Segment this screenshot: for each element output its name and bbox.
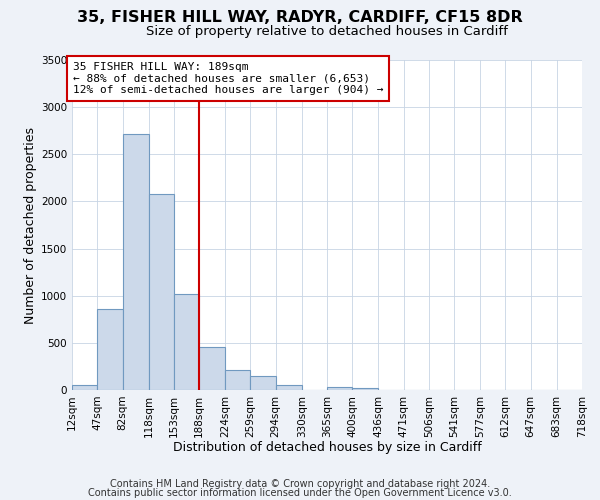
- Bar: [174, 294, 199, 390]
- Text: Contains HM Land Registry data © Crown copyright and database right 2024.: Contains HM Land Registry data © Crown c…: [110, 479, 490, 489]
- Bar: [327, 387, 352, 390]
- Bar: [97, 310, 122, 390]
- Bar: [225, 370, 250, 390]
- Bar: [276, 385, 302, 390]
- Bar: [352, 388, 378, 390]
- Text: 35 FISHER HILL WAY: 189sqm
← 88% of detached houses are smaller (6,653)
12% of s: 35 FISHER HILL WAY: 189sqm ← 88% of deta…: [73, 62, 383, 95]
- Y-axis label: Number of detached properties: Number of detached properties: [24, 126, 37, 324]
- Bar: [199, 346, 225, 390]
- Bar: [122, 134, 149, 390]
- Bar: [149, 194, 174, 390]
- Bar: [72, 385, 97, 390]
- X-axis label: Distribution of detached houses by size in Cardiff: Distribution of detached houses by size …: [173, 441, 481, 454]
- Title: Size of property relative to detached houses in Cardiff: Size of property relative to detached ho…: [146, 25, 508, 38]
- Text: 35, FISHER HILL WAY, RADYR, CARDIFF, CF15 8DR: 35, FISHER HILL WAY, RADYR, CARDIFF, CF1…: [77, 10, 523, 25]
- Text: Contains public sector information licensed under the Open Government Licence v3: Contains public sector information licen…: [88, 488, 512, 498]
- Bar: [250, 376, 276, 390]
